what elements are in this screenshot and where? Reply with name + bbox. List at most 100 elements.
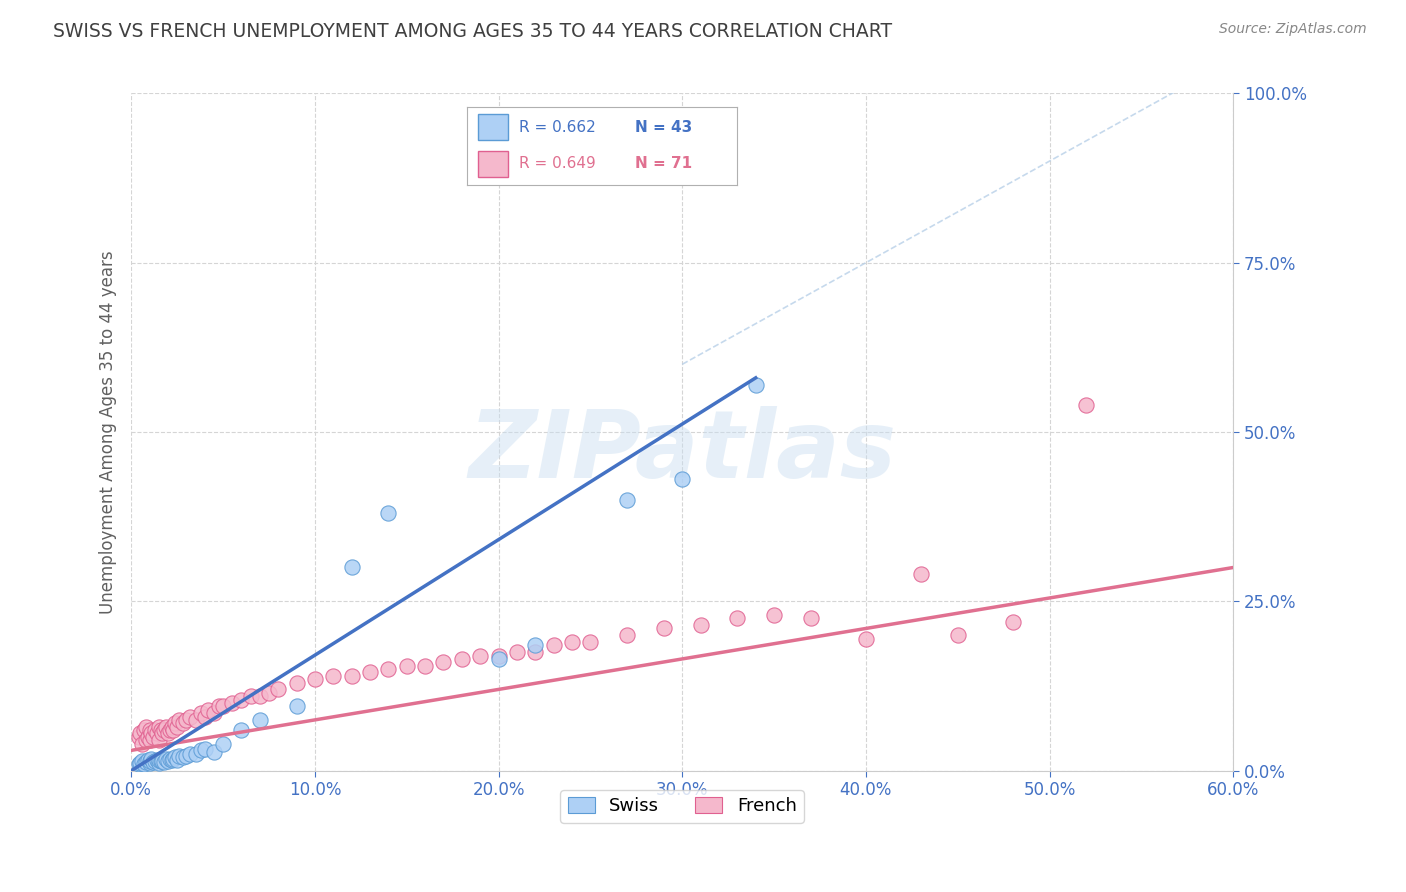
Point <box>202 745 225 759</box>
Point <box>257 686 280 700</box>
Point <box>138 733 160 747</box>
Point <box>616 628 638 642</box>
Point <box>156 726 179 740</box>
Point <box>131 737 153 751</box>
Point <box>340 669 363 683</box>
Point <box>156 754 179 768</box>
Point <box>172 716 194 731</box>
Text: Source: ZipAtlas.com: Source: ZipAtlas.com <box>1219 22 1367 37</box>
Point <box>179 747 201 761</box>
Point <box>579 635 602 649</box>
Point <box>179 709 201 723</box>
Text: SWISS VS FRENCH UNEMPLOYMENT AMONG AGES 35 TO 44 YEARS CORRELATION CHART: SWISS VS FRENCH UNEMPLOYMENT AMONG AGES … <box>53 22 893 41</box>
Point <box>135 755 157 769</box>
Point <box>208 699 231 714</box>
Point <box>142 730 165 744</box>
Point <box>159 751 181 765</box>
Point <box>155 752 177 766</box>
Point <box>184 747 207 761</box>
Point <box>148 720 170 734</box>
Point <box>135 733 157 747</box>
Point <box>176 748 198 763</box>
Point <box>132 756 155 771</box>
Point <box>1076 398 1098 412</box>
Point <box>155 720 177 734</box>
Point <box>395 658 418 673</box>
Point <box>506 645 529 659</box>
Point <box>249 689 271 703</box>
Point <box>763 607 786 622</box>
Point <box>946 628 969 642</box>
Point <box>176 713 198 727</box>
Y-axis label: Unemployment Among Ages 35 to 44 years: Unemployment Among Ages 35 to 44 years <box>100 251 117 614</box>
Point <box>304 672 326 686</box>
Point <box>800 611 823 625</box>
Point <box>190 706 212 720</box>
Point <box>148 753 170 767</box>
Point <box>153 723 176 737</box>
Point <box>149 754 172 768</box>
Point <box>221 696 243 710</box>
Point <box>239 689 262 703</box>
Point <box>285 675 308 690</box>
Point <box>167 713 190 727</box>
Point <box>910 567 932 582</box>
Point <box>197 703 219 717</box>
Point <box>561 635 583 649</box>
Point <box>160 753 183 767</box>
Point <box>543 639 565 653</box>
Point <box>524 645 547 659</box>
Point <box>138 756 160 770</box>
Point <box>194 742 217 756</box>
Point <box>146 753 169 767</box>
Point <box>138 754 160 768</box>
Point <box>212 699 235 714</box>
Point <box>143 754 166 768</box>
Point <box>153 755 176 769</box>
Point <box>744 377 766 392</box>
Point <box>285 699 308 714</box>
Point <box>249 713 271 727</box>
Point <box>129 756 152 770</box>
Point <box>184 713 207 727</box>
Point <box>141 751 163 765</box>
Point <box>166 720 188 734</box>
Point <box>488 648 510 663</box>
Point <box>172 750 194 764</box>
Point <box>190 743 212 757</box>
Point <box>162 751 184 765</box>
Point <box>160 720 183 734</box>
Point <box>212 737 235 751</box>
Point <box>202 706 225 720</box>
Point <box>165 716 187 731</box>
Legend: Swiss, French: Swiss, French <box>561 790 804 822</box>
Point <box>413 658 436 673</box>
Point <box>1001 615 1024 629</box>
Point <box>143 723 166 737</box>
Point <box>725 611 748 625</box>
Point <box>671 472 693 486</box>
Point <box>377 506 399 520</box>
Point <box>138 723 160 737</box>
Point <box>135 720 157 734</box>
Point <box>652 622 675 636</box>
Point <box>132 723 155 737</box>
Point <box>450 652 472 666</box>
Text: ZIPatlas: ZIPatlas <box>468 407 896 499</box>
Point <box>142 755 165 769</box>
Point <box>159 723 181 737</box>
Point <box>689 618 711 632</box>
Point <box>359 665 381 680</box>
Point <box>340 560 363 574</box>
Point <box>165 750 187 764</box>
Point <box>128 730 150 744</box>
Point <box>148 733 170 747</box>
Point <box>194 709 217 723</box>
Point <box>128 756 150 771</box>
Point <box>141 726 163 740</box>
Point <box>136 730 159 744</box>
Point <box>377 662 399 676</box>
Point <box>616 492 638 507</box>
Point <box>432 656 454 670</box>
Point <box>524 639 547 653</box>
